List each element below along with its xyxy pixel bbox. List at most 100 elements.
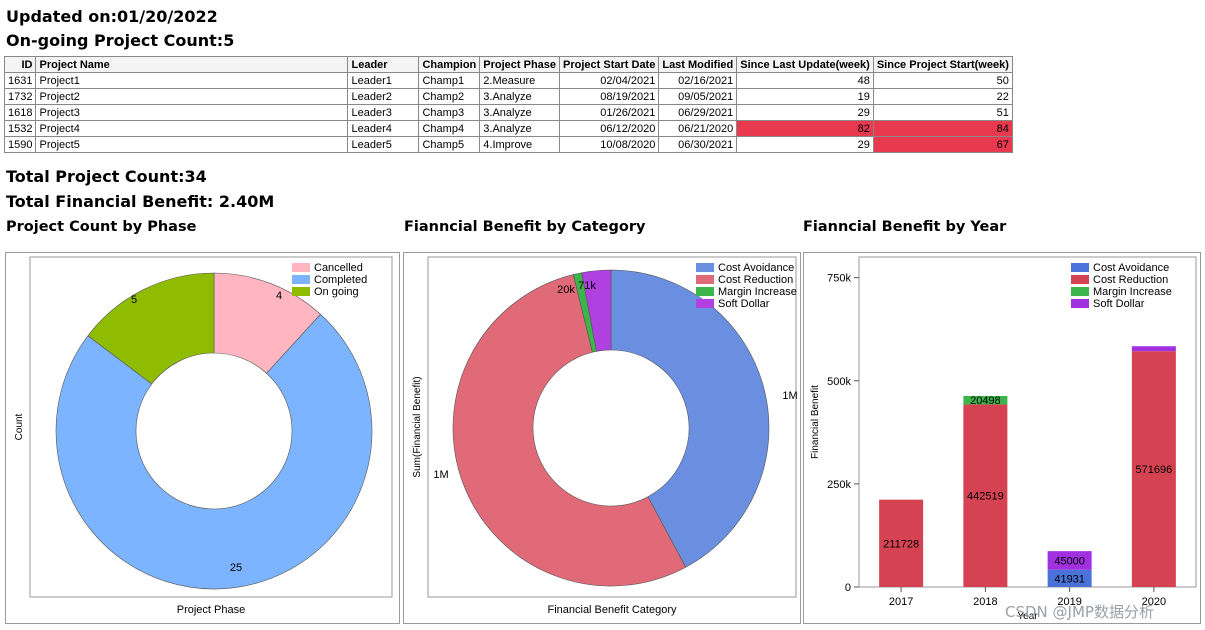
- bar-legend-swatch: [1071, 275, 1089, 284]
- col-leader[interactable]: Leader: [347, 56, 420, 73]
- phase-slice-completed: [55, 313, 373, 590]
- project-table: ID Project Name Leader Champion Project …: [3, 56, 1013, 153]
- phase-legend-label: Completed: [314, 274, 367, 286]
- phase-x-axis-label: Project Phase: [177, 604, 245, 616]
- bar-legend-label: Margin Increase: [1093, 286, 1172, 298]
- cell-since-update-alert: 82: [736, 120, 874, 137]
- table-header-row: ID Project Name Leader Champion Project …: [3, 56, 1013, 73]
- benefit-legend-swatch: [696, 287, 714, 296]
- bar-segment-soft-dollar: [1131, 346, 1176, 352]
- col-since-start[interactable]: Since Project Start(week): [872, 56, 1013, 73]
- cell-project-name: Project3: [35, 104, 349, 121]
- bar-legend-label: Soft Dollar: [1093, 298, 1145, 310]
- cell-since-update: 19: [736, 88, 874, 105]
- phase-plot-frame: [29, 256, 393, 598]
- col-phase[interactable]: Project Phase: [479, 56, 561, 73]
- phase-slice-on-going: [87, 272, 215, 385]
- table-row[interactable]: 1590 Project5 Leader5 Champ5 4.Improve 1…: [3, 136, 1013, 153]
- bar-data-label: 211728: [883, 538, 919, 550]
- cell-start-date: 06/12/2020: [559, 120, 660, 137]
- cell-leader: Leader5: [347, 136, 420, 153]
- benefit-slice-soft-dollar: [581, 269, 612, 352]
- bar-segment-cost-reduction: [1131, 351, 1176, 587]
- chart3-panel: 0 250k 500k 750k 211728 2017 442519 20498 2018 41…: [803, 252, 1201, 624]
- cell-project-name: Project2: [35, 88, 349, 105]
- bar-data-label: 20498: [970, 395, 1001, 407]
- benefit-slice-label: 1M: [782, 390, 797, 402]
- bar-legend-swatch: [1071, 287, 1089, 296]
- cell-champion: Champ3: [418, 104, 481, 121]
- bar-y-tick-label: 0: [845, 582, 851, 594]
- phase-legend-label: On going: [314, 286, 359, 298]
- cell-start-date: 10/08/2020: [559, 136, 660, 153]
- bar-x-tick-label: 2020: [1142, 596, 1166, 608]
- cell-project-name: Project4: [35, 120, 349, 137]
- cell-since-start-alert: 84: [872, 120, 1013, 137]
- chart3-title: Fianncial Benefit by Year: [803, 219, 1007, 235]
- bar-data-label: 442519: [967, 491, 1004, 503]
- phase-y-axis-label: Count: [14, 413, 25, 440]
- col-start-date[interactable]: Project Start Date: [559, 56, 660, 73]
- total-financial-benefit: Total Financial Benefit: 2.40M: [6, 192, 275, 211]
- phase-legend-label: Cancelled: [314, 262, 363, 274]
- updated-date: Updated on:01/20/2022: [6, 7, 218, 26]
- bar-segment-cost-reduction: [963, 404, 1008, 587]
- cell-last-modified: 06/21/2020: [658, 120, 738, 137]
- cell-champion: Champ5: [418, 136, 481, 153]
- col-champion[interactable]: Champion: [418, 56, 481, 73]
- benefit-legend-swatch: [696, 275, 714, 284]
- table-row[interactable]: 1532 Project4 Leader4 Champ4 3.Analyze 0…: [3, 120, 1013, 137]
- chart2-panel: 1M 1M 20k 71k Cost Avoidance Cost Reduction Ma…: [403, 252, 801, 624]
- benefit-legend-label: Soft Dollar: [718, 298, 770, 310]
- bar-y-axis-label: Financial Benefit: [810, 385, 821, 459]
- bar-legend-label: Cost Avoidance: [1093, 262, 1169, 274]
- bar-x-tick-label: 2017: [889, 596, 913, 608]
- phase-legend-swatch: [292, 287, 310, 296]
- benefit-x-axis-label: Financial Benefit Category: [547, 604, 677, 616]
- table-row[interactable]: 1618 Project3 Leader3 Champ3 3.Analyze 0…: [3, 104, 1013, 121]
- table-row[interactable]: 1631 Project1 Leader1 Champ1 2.Measure 0…: [3, 72, 1013, 89]
- benefit-slice-label: 20k: [557, 284, 575, 296]
- ongoing-count: On-going Project Count:5: [6, 31, 235, 50]
- bar-segment-cost-avoidance: [1047, 569, 1092, 587]
- benefit-slice-label: 71k: [578, 280, 596, 292]
- col-since-update[interactable]: Since Last Update(week): [736, 56, 874, 73]
- cell-id: 1618: [3, 104, 37, 121]
- cell-leader: Leader1: [347, 72, 420, 89]
- benefit-slice-label: 1M: [433, 469, 448, 481]
- benefit-slice-cost-avoidance: [610, 269, 770, 568]
- cell-id: 1732: [3, 88, 37, 105]
- benefit-legend-swatch: [696, 263, 714, 272]
- cell-since-update: 29: [736, 136, 874, 153]
- cell-start-date: 08/19/2021: [559, 88, 660, 105]
- cell-last-modified: 02/16/2021: [658, 72, 738, 89]
- benefit-legend-swatch: [696, 299, 714, 308]
- bar-y-tick-label: 500k: [827, 376, 851, 388]
- bar-segment-cost-reduction: [879, 499, 924, 587]
- bar-x-tick-label: 2018: [973, 596, 997, 608]
- cell-phase: 4.Improve: [479, 136, 561, 153]
- cell-leader: Leader4: [347, 120, 420, 137]
- bar-segment-soft-dollar: [1047, 551, 1092, 570]
- col-id[interactable]: ID: [3, 56, 37, 73]
- col-last-modified[interactable]: Last Modified: [658, 56, 738, 73]
- cell-phase: 2.Measure: [479, 72, 561, 89]
- benefit-legend-label: Cost Avoidance: [718, 262, 794, 274]
- cell-champion: Champ4: [418, 120, 481, 137]
- benefit-y-axis-label: Sum(Financial Benefit): [412, 376, 423, 477]
- cell-start-date: 02/04/2021: [559, 72, 660, 89]
- cell-start-date: 01/26/2021: [559, 104, 660, 121]
- col-project-name[interactable]: Project Name: [35, 56, 349, 73]
- cell-since-start-alert: 67: [872, 136, 1013, 153]
- cell-champion: Champ2: [418, 88, 481, 105]
- phase-slice-label: 4: [276, 290, 282, 302]
- phase-slice-label: 25: [230, 562, 242, 574]
- cell-id: 1590: [3, 136, 37, 153]
- bar-legend-swatch: [1071, 263, 1089, 272]
- bar-y-tick-label: 750k: [827, 273, 851, 285]
- total-project-count: Total Project Count:34: [6, 167, 207, 186]
- table-row[interactable]: 1732 Project2 Leader2 Champ2 3.Analyze 0…: [3, 88, 1013, 105]
- chart1-panel: 4 25 5 Cancelled Completed On going Project Ph…: [5, 252, 400, 624]
